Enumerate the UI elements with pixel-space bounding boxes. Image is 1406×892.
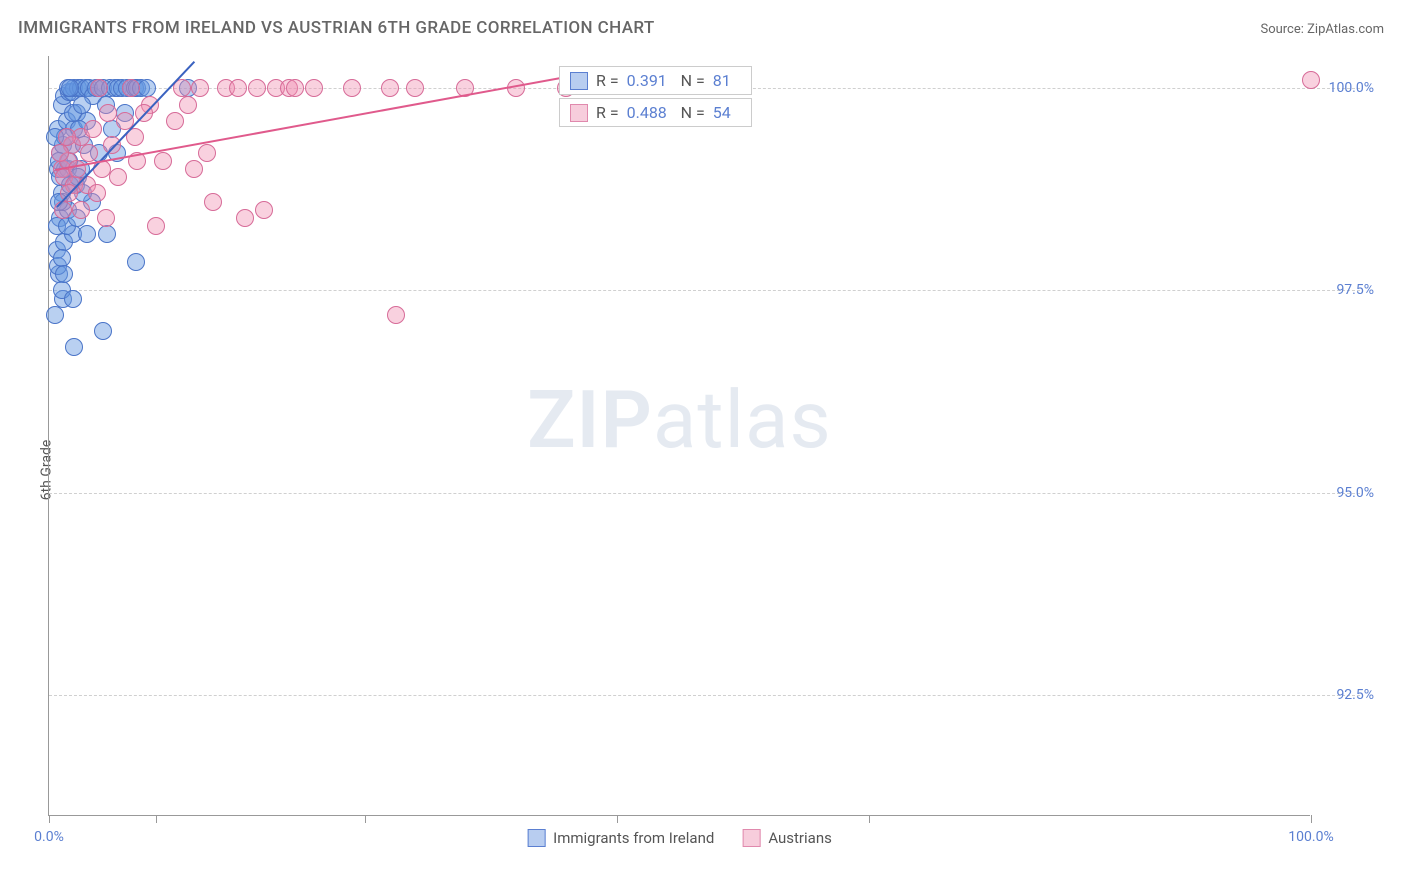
scatter-point bbox=[229, 79, 247, 97]
scatter-point bbox=[97, 209, 115, 227]
scatter-point bbox=[255, 201, 273, 219]
scatter-point bbox=[53, 249, 71, 267]
scatter-point bbox=[61, 79, 79, 97]
legend-label: Immigrants from Ireland bbox=[553, 829, 714, 847]
scatter-plot-area: ZIPatlas 92.5%95.0%97.5%100.0%0.0%100.0%… bbox=[48, 56, 1310, 816]
scatter-point bbox=[46, 306, 64, 324]
x-tick bbox=[869, 815, 870, 823]
stat-r-label: R = bbox=[596, 103, 619, 122]
scatter-point bbox=[305, 79, 323, 97]
x-tick bbox=[617, 815, 618, 823]
scatter-point bbox=[94, 322, 112, 340]
scatter-point bbox=[98, 225, 116, 243]
scatter-point bbox=[88, 184, 106, 202]
scatter-point bbox=[65, 338, 83, 356]
watermark-bold: ZIP bbox=[527, 373, 653, 467]
x-tick bbox=[49, 815, 50, 823]
scatter-point bbox=[381, 79, 399, 97]
chart-legend: Immigrants from Ireland Austrians bbox=[527, 829, 832, 847]
x-tick-label: 100.0% bbox=[1288, 829, 1333, 845]
scatter-point bbox=[80, 144, 98, 162]
scatter-point bbox=[147, 217, 165, 235]
stat-r-value: 0.488 bbox=[627, 103, 673, 122]
watermark: ZIPatlas bbox=[527, 373, 832, 467]
gridline-h bbox=[49, 695, 1360, 696]
scatter-point bbox=[248, 79, 266, 97]
scatter-point bbox=[127, 253, 145, 271]
scatter-point bbox=[73, 96, 91, 114]
x-tick-label: 0.0% bbox=[34, 829, 64, 845]
y-tick-label: 97.5% bbox=[1318, 282, 1374, 298]
y-tick-label: 95.0% bbox=[1318, 485, 1374, 501]
scatter-point bbox=[72, 201, 90, 219]
scatter-point bbox=[507, 79, 525, 97]
stat-n-label: N = bbox=[681, 71, 705, 90]
scatter-point bbox=[109, 168, 127, 186]
y-tick-label: 92.5% bbox=[1318, 687, 1374, 703]
source-label: Source: bbox=[1260, 22, 1307, 37]
stat-n-value: 81 bbox=[713, 71, 741, 90]
gridline-h bbox=[49, 290, 1360, 291]
scatter-point bbox=[78, 225, 96, 243]
scatter-point bbox=[286, 79, 304, 97]
legend-item: Immigrants from Ireland bbox=[527, 829, 714, 847]
scatter-point bbox=[55, 265, 73, 283]
legend-swatch bbox=[742, 829, 760, 847]
scatter-point bbox=[204, 193, 222, 211]
stat-n-label: N = bbox=[681, 103, 705, 122]
y-tick-label: 100.0% bbox=[1318, 80, 1374, 96]
scatter-point bbox=[198, 144, 216, 162]
watermark-light: atlas bbox=[653, 373, 832, 467]
scatter-point bbox=[179, 96, 197, 114]
source-link[interactable]: ZipAtlas.com bbox=[1307, 22, 1384, 37]
chart-container: 6th Grade ZIPatlas 92.5%95.0%97.5%100.0%… bbox=[0, 48, 1406, 892]
scatter-point bbox=[236, 209, 254, 227]
scatter-point bbox=[138, 79, 156, 97]
series-swatch bbox=[570, 72, 588, 90]
legend-item: Austrians bbox=[742, 829, 832, 847]
scatter-point bbox=[99, 104, 117, 122]
scatter-point bbox=[90, 79, 108, 97]
scatter-point bbox=[1302, 71, 1320, 89]
x-tick bbox=[365, 815, 366, 823]
legend-swatch bbox=[527, 829, 545, 847]
scatter-point bbox=[51, 144, 69, 162]
scatter-point bbox=[406, 79, 424, 97]
scatter-point bbox=[343, 79, 361, 97]
x-tick bbox=[156, 815, 157, 823]
legend-label: Austrians bbox=[768, 829, 832, 847]
chart-title: IMMIGRANTS FROM IRELAND VS AUSTRIAN 6TH … bbox=[18, 18, 655, 38]
scatter-point bbox=[64, 290, 82, 308]
stat-r-label: R = bbox=[596, 71, 619, 90]
stat-n-value: 54 bbox=[713, 103, 741, 122]
scatter-point bbox=[122, 79, 140, 97]
series-swatch bbox=[570, 104, 588, 122]
scatter-point bbox=[84, 120, 102, 138]
scatter-point bbox=[387, 306, 405, 324]
correlation-stat-box: R = 0.488 N = 54 bbox=[559, 98, 752, 127]
x-tick bbox=[1311, 815, 1312, 823]
scatter-point bbox=[185, 160, 203, 178]
scatter-point bbox=[154, 152, 172, 170]
scatter-point bbox=[166, 112, 184, 130]
gridline-h bbox=[49, 493, 1360, 494]
scatter-point bbox=[191, 79, 209, 97]
scatter-point bbox=[54, 201, 72, 219]
correlation-stat-box: R = 0.391 N = 81 bbox=[559, 66, 752, 95]
stat-r-value: 0.391 bbox=[627, 71, 673, 90]
source-attribution: Source: ZipAtlas.com bbox=[1260, 22, 1384, 37]
